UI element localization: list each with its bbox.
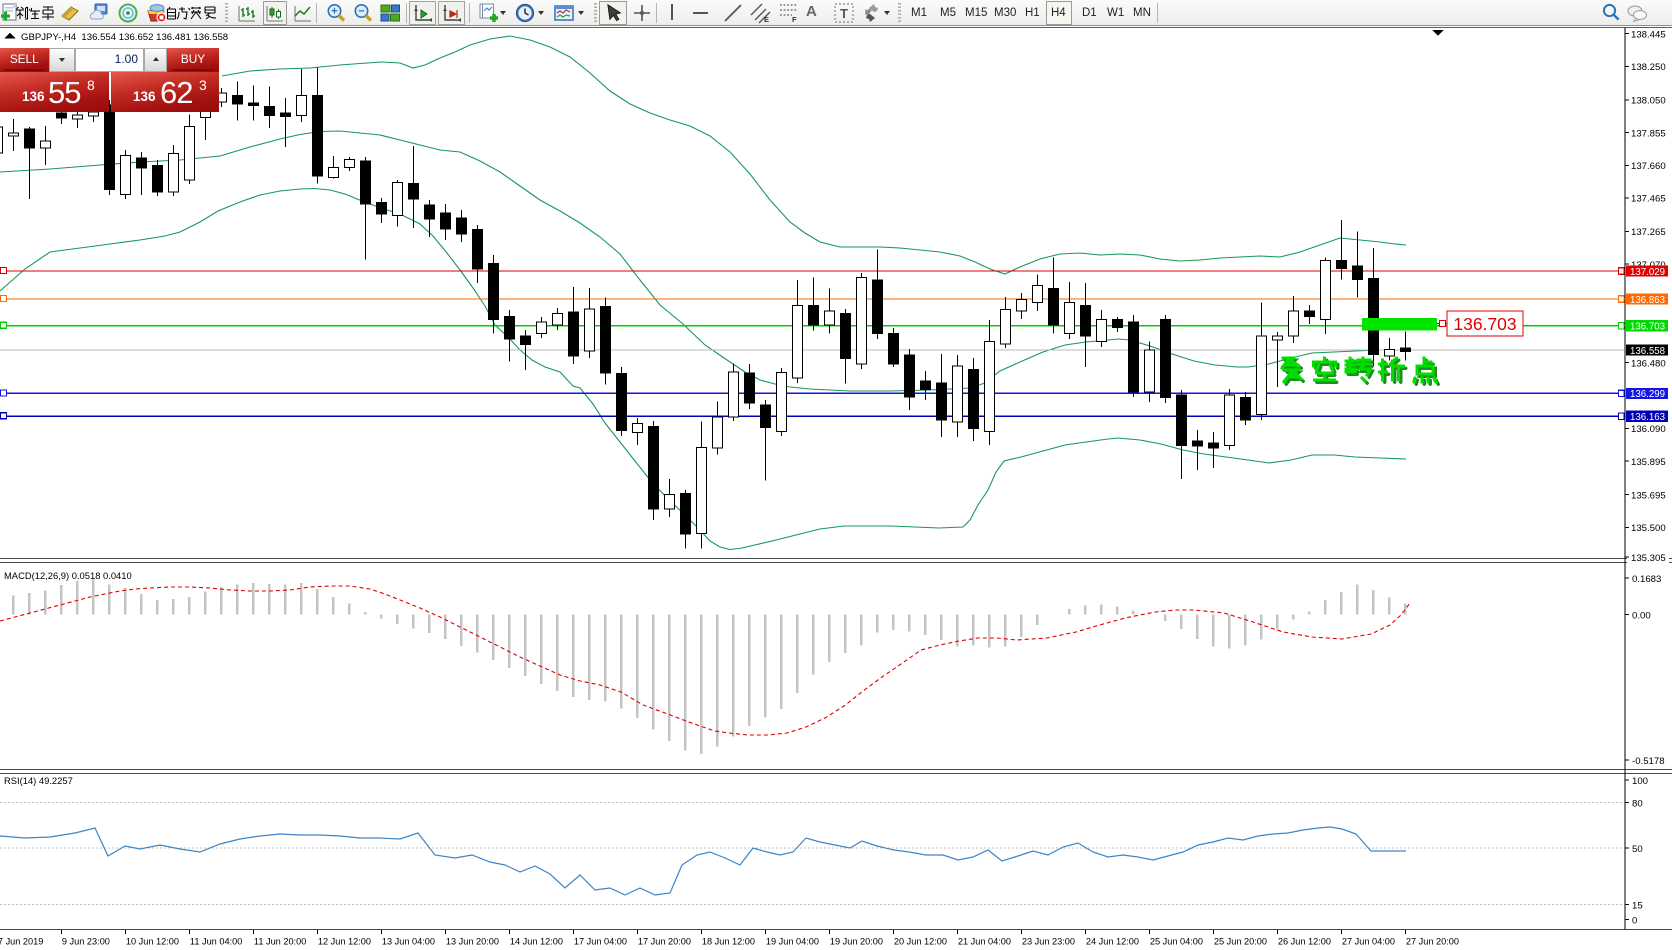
svg-text:100: 100 — [1632, 776, 1648, 787]
svg-text:136.703: 136.703 — [1453, 314, 1516, 334]
svg-text:F: F — [792, 15, 797, 24]
svg-text:12 Jun 12:00: 12 Jun 12:00 — [318, 937, 371, 947]
svg-text:15: 15 — [1632, 901, 1643, 912]
svg-text:136.163: 136.163 — [1630, 412, 1665, 423]
svg-text:11 Jun 20:00: 11 Jun 20:00 — [254, 937, 306, 947]
svg-text:135.305: 135.305 — [1631, 553, 1666, 564]
svg-text:17 Jun 20:00: 17 Jun 20:00 — [638, 937, 691, 947]
svg-text:25 Jun 04:00: 25 Jun 04:00 — [1150, 937, 1203, 947]
svg-text:136.703: 136.703 — [1630, 322, 1665, 333]
svg-text:RSI(14) 49.2257: RSI(14) 49.2257 — [4, 775, 73, 786]
svg-text:27 Jun 20:00: 27 Jun 20:00 — [1406, 937, 1459, 947]
svg-text:135.500: 135.500 — [1631, 523, 1666, 534]
svg-text:50: 50 — [1632, 844, 1643, 855]
svg-text:136.480: 136.480 — [1631, 358, 1666, 369]
svg-text:137.465: 137.465 — [1631, 194, 1666, 205]
svg-text:135.695: 135.695 — [1631, 490, 1666, 501]
svg-text:135.895: 135.895 — [1631, 457, 1666, 468]
svg-text:11 Jun 04:00: 11 Jun 04:00 — [190, 937, 242, 947]
svg-text:136.863: 136.863 — [1630, 295, 1665, 306]
svg-text:24 Jun 12:00: 24 Jun 12:00 — [1086, 937, 1139, 947]
svg-text:20 Jun 12:00: 20 Jun 12:00 — [894, 937, 947, 947]
svg-text:14 Jun 12:00: 14 Jun 12:00 — [510, 937, 563, 947]
svg-text:−: − — [358, 6, 364, 18]
svg-text:137.265: 137.265 — [1631, 227, 1666, 238]
svg-text:138.250: 138.250 — [1631, 62, 1666, 73]
svg-text:138.445: 138.445 — [1631, 30, 1666, 41]
svg-text:25 Jun 20:00: 25 Jun 20:00 — [1214, 937, 1267, 947]
svg-text:E: E — [764, 15, 769, 24]
svg-text:138.050: 138.050 — [1631, 96, 1666, 107]
svg-text:10 Jun 12:00: 10 Jun 12:00 — [126, 937, 179, 947]
svg-text:0.1683: 0.1683 — [1632, 574, 1661, 585]
svg-text:T: T — [840, 6, 848, 21]
svg-text:19 Jun 20:00: 19 Jun 20:00 — [830, 937, 883, 947]
svg-text:21 Jun 04:00: 21 Jun 04:00 — [958, 937, 1011, 947]
svg-text:19 Jun 04:00: 19 Jun 04:00 — [766, 937, 819, 947]
svg-text:136.090: 136.090 — [1631, 424, 1666, 435]
svg-text:27 Jun 04:00: 27 Jun 04:00 — [1342, 937, 1395, 947]
svg-text:+: + — [331, 6, 337, 18]
svg-text:-0.5178: -0.5178 — [1632, 756, 1665, 767]
svg-text:17 Jun 04:00: 17 Jun 04:00 — [574, 937, 627, 947]
svg-text:GBPJPY-,H4 136.554 136.652 13: GBPJPY-,H4 136.554 136.652 136.481 136.5… — [21, 32, 228, 43]
svg-text:18 Jun 12:00: 18 Jun 12:00 — [702, 937, 755, 947]
svg-text:26 Jun 12:00: 26 Jun 12:00 — [1278, 937, 1331, 947]
svg-text:137.029: 137.029 — [1630, 267, 1665, 278]
svg-text:137.660: 137.660 — [1631, 161, 1666, 172]
svg-text:136.558: 136.558 — [1630, 346, 1665, 357]
svg-text:9 Jun 23:00: 9 Jun 23:00 — [62, 937, 110, 947]
svg-text:13 Jun 20:00: 13 Jun 20:00 — [446, 937, 499, 947]
svg-text:136.299: 136.299 — [1630, 389, 1665, 400]
svg-text:13 Jun 04:00: 13 Jun 04:00 — [382, 937, 435, 947]
svg-text:MACD(12,26,9) 0.0518 0.0410: MACD(12,26,9) 0.0518 0.0410 — [4, 570, 132, 581]
svg-text:0.00: 0.00 — [1632, 611, 1651, 622]
svg-text:137.855: 137.855 — [1631, 128, 1666, 139]
svg-text:0: 0 — [1632, 916, 1637, 927]
svg-text:23 Jun 23:00: 23 Jun 23:00 — [1022, 937, 1075, 947]
svg-text:80: 80 — [1632, 799, 1643, 810]
svg-text:7 Jun 2019: 7 Jun 2019 — [0, 937, 43, 947]
